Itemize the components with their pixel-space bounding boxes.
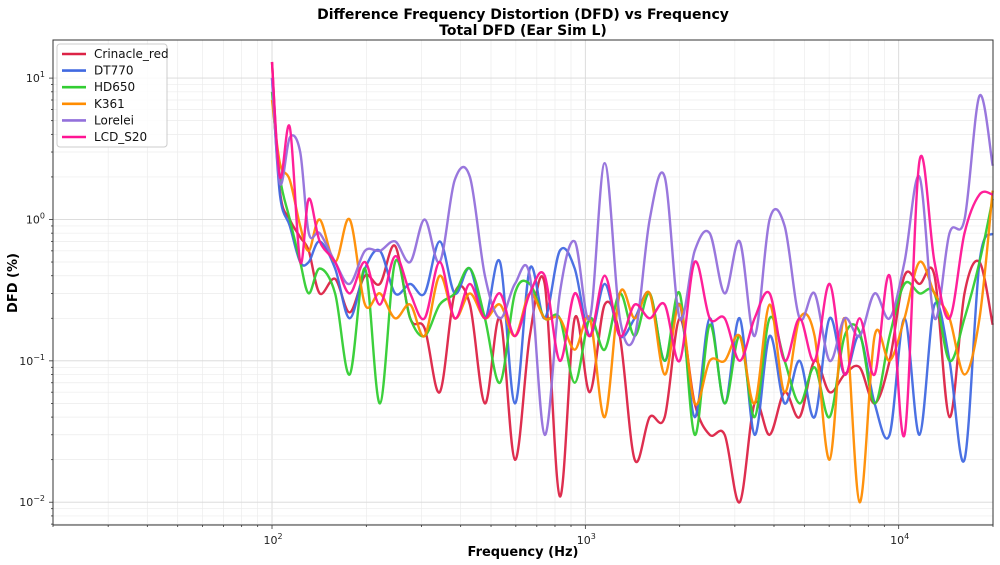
legend-label: LCD_S20 <box>94 130 147 144</box>
legend-label: DT770 <box>94 64 133 78</box>
series-line-k361 <box>270 99 994 504</box>
x-tick-label: 104 <box>890 532 909 547</box>
series-line-hd650 <box>270 91 994 437</box>
legend-label: HD650 <box>94 80 135 94</box>
legend: Crinacle_red DT770 HD650 K361 Lorelei LCD_S20 <box>56 43 169 148</box>
legend-label: Lorelei <box>94 113 134 127</box>
plot-frame <box>52 39 994 526</box>
x-tick-label: 102 <box>263 532 282 547</box>
y-tick-label: 101 <box>26 70 45 85</box>
series-line-lcd-s20 <box>270 61 994 438</box>
y-axis-label: DFD (%) <box>6 253 21 313</box>
chart-subtitle: Total DFD (Ear Sim L) <box>439 23 607 39</box>
legend-label: Crinacle_red <box>94 47 169 61</box>
y-tick-label: 10−1 <box>19 353 45 368</box>
series-line-lorelei <box>270 78 994 437</box>
grid <box>49 40 994 529</box>
y-tick-label: 100 <box>26 211 45 226</box>
x-tick-label: 103 <box>577 532 596 547</box>
chart-title: Difference Frequency Distortion (DFD) vs… <box>317 7 729 23</box>
x-axis-label: Frequency (Hz) <box>468 545 579 560</box>
series-lines <box>270 61 994 504</box>
y-tick-label: 10−2 <box>19 494 45 509</box>
legend-label: K361 <box>94 97 125 111</box>
